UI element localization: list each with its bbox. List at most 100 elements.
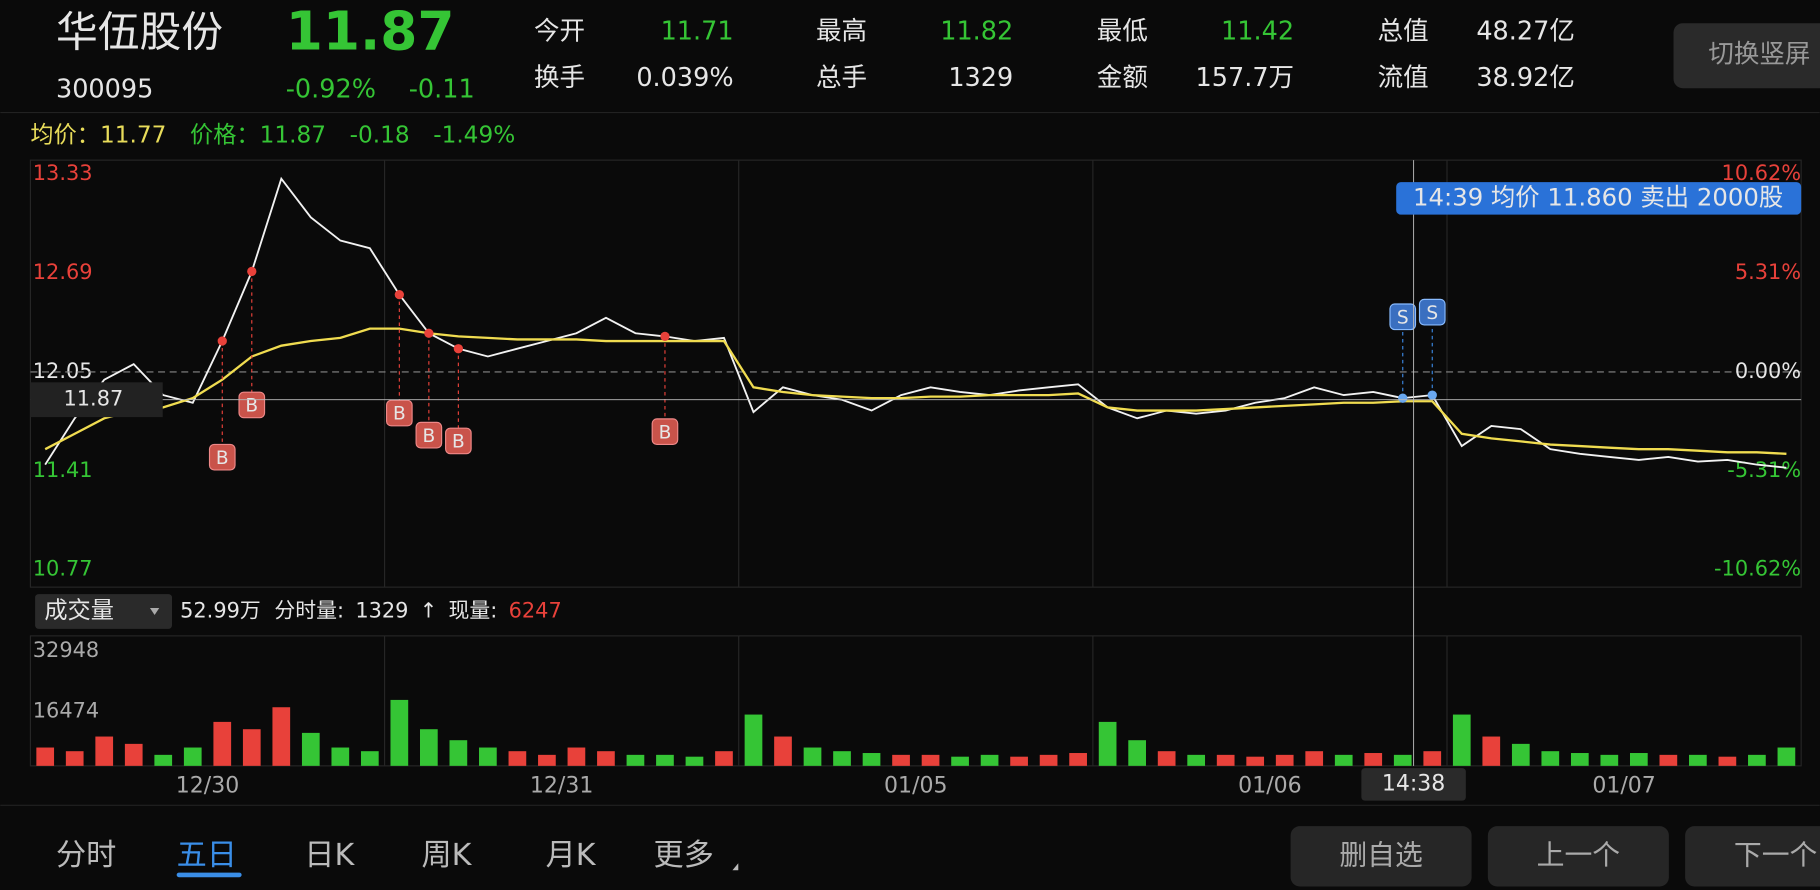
marker-dot xyxy=(1427,390,1437,400)
y2-tick-label: -10.62% xyxy=(1714,557,1801,581)
marker-dot xyxy=(453,344,464,354)
marker-dot xyxy=(424,328,434,338)
volume-bar xyxy=(1423,751,1442,766)
y2-tick-label: 5.31% xyxy=(1735,260,1801,284)
volume-bar xyxy=(420,729,438,766)
stat-value: 38.92亿 xyxy=(1476,63,1575,93)
tab[interactable]: 月K xyxy=(546,838,597,873)
button[interactable] xyxy=(1685,826,1820,887)
period: 1329 xyxy=(355,599,408,623)
tab[interactable]: 日K xyxy=(304,838,355,873)
volume-bar xyxy=(95,736,114,766)
volume-bar xyxy=(1364,753,1383,766)
tab[interactable]: 分时 xyxy=(56,838,116,873)
volume-bar xyxy=(1482,736,1501,766)
buy-marker xyxy=(415,421,443,449)
volume-bar xyxy=(1689,754,1707,766)
volume-bar xyxy=(1128,740,1146,766)
y2-tick-label: 0.00% xyxy=(1735,359,1801,383)
price: 11.87 xyxy=(260,121,326,148)
button[interactable] xyxy=(1487,826,1669,887)
volume-bar xyxy=(390,699,409,766)
y2-tick-label: 10.62% xyxy=(1722,161,1802,185)
y-tick-label: 10.77 xyxy=(33,557,93,581)
volume-bar xyxy=(1629,753,1648,766)
stat-value: 11.82 xyxy=(940,16,1013,46)
sell-marker xyxy=(1418,298,1446,326)
volume-bar xyxy=(1069,753,1087,766)
volume-tick-label: 16474 xyxy=(33,698,99,722)
stat-label: 金额 xyxy=(1097,63,1148,93)
stat-value: 157.7万 xyxy=(1196,63,1295,93)
volume-tick-label: 32948 xyxy=(33,638,99,662)
stat-label: 最高 xyxy=(816,16,867,46)
y-tick-label: 13.33 xyxy=(33,161,93,185)
button-label[interactable]: 删自选 xyxy=(1339,838,1423,871)
volume-bar xyxy=(1098,721,1117,766)
tab[interactable]: 周K xyxy=(421,838,472,873)
x-tick-label: 01/05 xyxy=(884,774,948,799)
change-pct: -0.92% xyxy=(286,75,376,105)
volume-bar xyxy=(1334,754,1353,766)
y-tick-label: 11.41 xyxy=(33,458,93,482)
price-label: 价格： xyxy=(190,121,260,148)
volume-bar xyxy=(154,754,173,766)
volume-bar xyxy=(833,751,851,766)
tab[interactable]: 更多 xyxy=(654,838,714,873)
button-label[interactable]: 上一个 xyxy=(1537,838,1621,871)
volume-bar xyxy=(567,747,586,766)
stat-label: 最低 xyxy=(1097,16,1148,46)
volume-bar xyxy=(1305,751,1324,766)
volume-bar xyxy=(1246,756,1265,766)
rotate-button[interactable] xyxy=(1673,23,1820,89)
volume-bar xyxy=(1216,754,1235,766)
stat-label: 流值 xyxy=(1378,63,1429,93)
volume-selector[interactable] xyxy=(35,594,173,629)
change: -0.11 xyxy=(409,75,475,105)
chart-frame xyxy=(29,159,1802,588)
buy-marker xyxy=(445,427,472,455)
volume-bar xyxy=(449,740,468,766)
volume-bar xyxy=(331,747,350,766)
volume-bar xyxy=(1010,756,1028,766)
x-tick-label: 12/30 xyxy=(176,774,240,799)
crosshair-time: 14:38 xyxy=(1382,771,1445,796)
button[interactable] xyxy=(1290,826,1472,887)
buy-marker xyxy=(651,418,679,446)
stat-value: 11.42 xyxy=(1221,16,1294,46)
marker-dot xyxy=(1398,393,1408,403)
avg: 11.77 xyxy=(100,121,166,148)
volume-bar xyxy=(1187,754,1206,766)
crosshair-time-box xyxy=(1361,768,1466,801)
y-tick-label: 12.69 xyxy=(33,260,93,284)
marker-dot xyxy=(660,331,670,341)
volume-bar xyxy=(1511,743,1530,766)
volume-bar xyxy=(538,754,556,766)
buy-marker-label: B xyxy=(452,432,465,453)
volume-bar xyxy=(656,754,674,766)
tab[interactable]: 五日 xyxy=(177,838,237,873)
buy-marker xyxy=(208,443,236,471)
buy-marker-label: B xyxy=(216,448,229,469)
volume-bar xyxy=(1718,756,1737,766)
volume-bar xyxy=(715,751,733,766)
stock-price: 11.87 xyxy=(286,0,455,62)
volume-bar xyxy=(1600,754,1619,766)
period-label: 分时量: xyxy=(274,599,344,623)
info-line: 均价：11.77 价格：11.87 -0.18 -1.49% xyxy=(30,121,515,148)
volume-bar xyxy=(36,747,55,766)
buy-marker xyxy=(238,391,266,419)
current-label: 现量: xyxy=(449,599,498,623)
button-label[interactable]: 下一个 xyxy=(1734,838,1817,871)
volume-bar xyxy=(508,751,527,766)
volume-bar xyxy=(685,756,704,766)
rotate-button-label[interactable]: 切换竖屏 xyxy=(1708,40,1810,70)
volume-bar xyxy=(1039,754,1058,766)
volume-bar xyxy=(124,743,143,766)
volume-bar xyxy=(951,756,969,766)
sell-marker xyxy=(1389,303,1417,331)
stat-label: 总值 xyxy=(1378,16,1429,46)
volume-selector-label[interactable]: 成交量 xyxy=(44,597,114,624)
volume-frame xyxy=(29,635,1802,767)
